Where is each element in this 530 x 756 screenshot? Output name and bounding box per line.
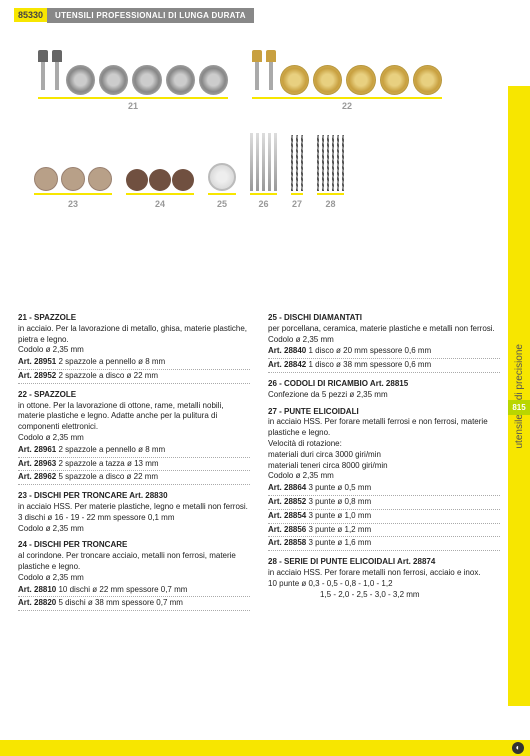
label-22: 22 xyxy=(252,101,442,111)
footer-bar xyxy=(0,740,530,756)
s24-title: 24 - DISCHI PER TRONCARE xyxy=(18,540,250,551)
label-24: 24 xyxy=(155,199,165,209)
s25-title: 25 - DISCHI DIAMANTATI xyxy=(268,313,500,324)
label-27: 27 xyxy=(292,199,302,209)
label-21: 21 xyxy=(38,101,228,111)
s28-title: 28 - SERIE DI PUNTE ELICOIDALI Art. 2887… xyxy=(268,557,500,568)
header-title: UTENSILI PROFESSIONALI DI LUNGA DURATA xyxy=(47,8,254,23)
footer-icon: ◐ xyxy=(512,742,524,754)
right-column: 25 - DISCHI DIAMANTATI per porcellana, c… xyxy=(268,307,500,611)
s22-title: 22 - SPAZZOLE xyxy=(18,390,250,401)
product-code: 85330 xyxy=(14,8,47,22)
product-images: 21 22 23 24 25 26 27 28 xyxy=(18,32,500,307)
left-column: 21 - SPAZZOLE in acciaio. Per la lavoraz… xyxy=(18,307,250,611)
s27-title: 27 - PUNTE ELICOIDALI xyxy=(268,407,500,418)
label-23: 23 xyxy=(68,199,78,209)
header: 85330 UTENSILI PROFESSIONALI DI LUNGA DU… xyxy=(0,6,530,24)
page-number: 815 xyxy=(508,400,530,415)
label-28: 28 xyxy=(325,199,335,209)
side-tab: utensileria di precisione xyxy=(508,86,530,706)
label-26: 26 xyxy=(258,199,268,209)
s23-title: 23 - DISCHI PER TRONCARE Art. 28830 xyxy=(18,491,250,502)
text-columns: 21 - SPAZZOLE in acciaio. Per la lavoraz… xyxy=(18,307,500,611)
label-25: 25 xyxy=(217,199,227,209)
s26-title: 26 - CODOLI DI RICAMBIO Art. 28815 xyxy=(268,379,500,390)
side-tab-label: utensileria di precisione xyxy=(514,344,525,449)
s21-title: 21 - SPAZZOLE xyxy=(18,313,250,324)
